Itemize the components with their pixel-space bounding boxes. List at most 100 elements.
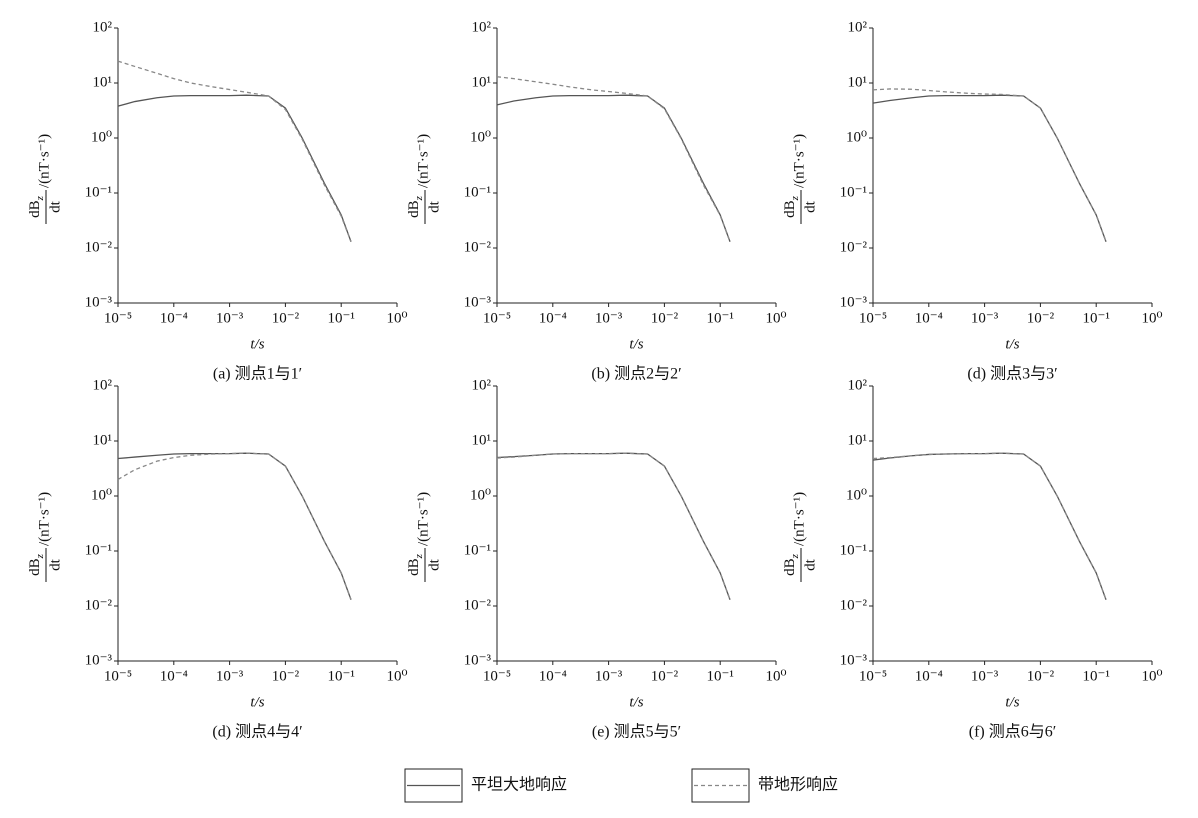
x-tick-label: 10⁻³: [216, 668, 244, 684]
x-tick-label: 10⁻³: [595, 310, 623, 326]
x-tick-label: 10⁻⁴: [160, 310, 188, 326]
x-axis-label: t/s: [629, 336, 643, 352]
series-line: [117, 452, 352, 600]
x-tick-label: 10⁻¹: [1082, 310, 1109, 326]
y-label-numerator: dBz: [27, 553, 45, 576]
y-tick-label: 10¹: [93, 74, 113, 90]
x-axis-label: t/s: [1005, 694, 1019, 710]
x-tick-label: 10⁰: [765, 668, 786, 684]
y-label-subscript: z: [789, 553, 801, 559]
y-label-denominator: dt: [802, 200, 818, 213]
x-tick-label: 10⁻¹: [706, 668, 733, 684]
y-tick-label: 10⁰: [470, 487, 491, 503]
y-tick-label: 10⁻¹: [464, 542, 491, 558]
y-label-unit: /(nT·s⁻¹): [791, 134, 807, 188]
y-label-unit: /(nT·s⁻¹): [415, 134, 431, 188]
y-tick-label: 10⁰: [846, 487, 867, 503]
y-tick-label: 10⁻¹: [464, 184, 491, 200]
x-tick-label: 10⁻²: [272, 668, 300, 684]
caption: (f) 测点6与6′: [969, 723, 1057, 741]
x-tick-label: 10⁰: [1141, 668, 1162, 684]
y-tick-label: 10⁻³: [464, 294, 492, 310]
series-line: [872, 94, 1107, 242]
y-tick-label: 10⁻²: [85, 239, 113, 255]
y-label-subscript: z: [34, 553, 46, 559]
x-tick-label: 10⁻²: [272, 310, 300, 326]
panel: 10⁻³ 10⁻² 10⁻¹ 10⁰ 10¹ 10² 10⁻⁵ 10⁻⁴ 10⁻³ 10⁻² 10⁻…: [27, 377, 407, 740]
caption: (d) 测点3与3′: [967, 365, 1057, 383]
x-tick-label: 10⁻¹: [327, 310, 354, 326]
series-line: [872, 88, 1107, 242]
y-tick-label: 10⁻¹: [85, 542, 112, 558]
y-tick-label: 10²: [93, 19, 113, 35]
x-axis-label: t/s: [250, 336, 264, 352]
y-tick-label: 10¹: [848, 432, 868, 448]
y-tick-label: 10²: [93, 377, 113, 393]
series-line: [496, 76, 731, 242]
y-label-denominator: dt: [426, 558, 442, 571]
y-label-numerator-text: dB: [406, 558, 422, 576]
y-tick-label: 10¹: [472, 432, 492, 448]
x-tick-label: 10⁻⁴: [539, 668, 567, 684]
x-tick-label: 10⁻⁴: [915, 310, 943, 326]
y-tick-label: 10⁰: [470, 129, 491, 145]
y-label-subscript: z: [34, 195, 46, 201]
series-line: [496, 452, 731, 600]
y-tick-label: 10⁻²: [85, 597, 113, 613]
x-tick-label: 10⁻¹: [327, 668, 354, 684]
y-tick-label: 10⁻³: [85, 294, 113, 310]
panel: 10⁻³ 10⁻² 10⁻¹ 10⁰ 10¹ 10² 10⁻⁵ 10⁻⁴ 10⁻³ 10⁻² 10⁻…: [406, 377, 786, 740]
x-tick-label: 10⁰: [386, 668, 407, 684]
x-tick-label: 10⁻⁵: [859, 310, 887, 326]
y-label-denominator: dt: [802, 558, 818, 571]
x-axis-label: t/s: [629, 694, 643, 710]
y-tick-label: 10⁰: [91, 129, 112, 145]
x-axis-label: t/s: [1005, 336, 1019, 352]
y-tick-label: 10⁻²: [464, 597, 492, 613]
y-tick-label: 10⁻³: [85, 652, 113, 668]
y-label-unit: /(nT·s⁻¹): [36, 134, 52, 188]
y-tick-label: 10⁰: [91, 487, 112, 503]
series-line: [117, 60, 352, 242]
y-tick-label: 10²: [472, 377, 492, 393]
panel: 10⁻³ 10⁻² 10⁻¹ 10⁰ 10¹ 10² 10⁻⁵ 10⁻⁴ 10⁻³ 10⁻² 10⁻…: [27, 19, 407, 382]
x-tick-label: 10⁻²: [651, 668, 679, 684]
y-tick-label: 10²: [472, 19, 492, 35]
y-label-numerator-text: dB: [782, 200, 798, 218]
y-label-numerator-text: dB: [406, 200, 422, 218]
series-line: [496, 452, 731, 600]
x-tick-label: 10⁰: [386, 310, 407, 326]
y-label-unit: /(nT·s⁻¹): [791, 492, 807, 546]
y-label-numerator: dBz: [27, 195, 45, 218]
y-label-subscript: z: [789, 195, 801, 201]
y-label-numerator-text: dB: [27, 558, 43, 576]
x-tick-label: 10⁻²: [651, 310, 679, 326]
x-tick-label: 10⁻¹: [706, 310, 733, 326]
y-tick-label: 10²: [848, 377, 868, 393]
y-label-numerator: dBz: [782, 553, 800, 576]
caption: (a) 测点1与1′: [213, 365, 302, 383]
y-tick-label: 10⁻²: [840, 239, 868, 255]
legend-label: 带地形响应: [758, 775, 838, 794]
x-tick-label: 10⁻²: [1027, 668, 1055, 684]
panel: 10⁻³ 10⁻² 10⁻¹ 10⁰ 10¹ 10² 10⁻⁵ 10⁻⁴ 10⁻³ 10⁻² 10⁻…: [782, 377, 1162, 740]
x-tick-label: 10⁻⁵: [483, 310, 511, 326]
y-tick-label: 10⁻²: [464, 239, 492, 255]
x-tick-label: 10⁻³: [595, 668, 623, 684]
y-tick-label: 10²: [848, 19, 868, 35]
y-tick-label: 10⁻²: [840, 597, 868, 613]
y-tick-label: 10⁻³: [840, 652, 868, 668]
y-label-subscript: z: [413, 195, 425, 201]
x-tick-label: 10⁻¹: [1082, 668, 1109, 684]
x-tick-label: 10⁻⁵: [104, 668, 132, 684]
y-tick-label: 10¹: [472, 74, 492, 90]
y-label-unit: /(nT·s⁻¹): [415, 492, 431, 546]
y-tick-label: 10⁻¹: [840, 184, 867, 200]
x-tick-label: 10⁻³: [971, 668, 999, 684]
y-label-numerator: dBz: [406, 553, 424, 576]
x-tick-label: 10⁻⁴: [539, 310, 567, 326]
